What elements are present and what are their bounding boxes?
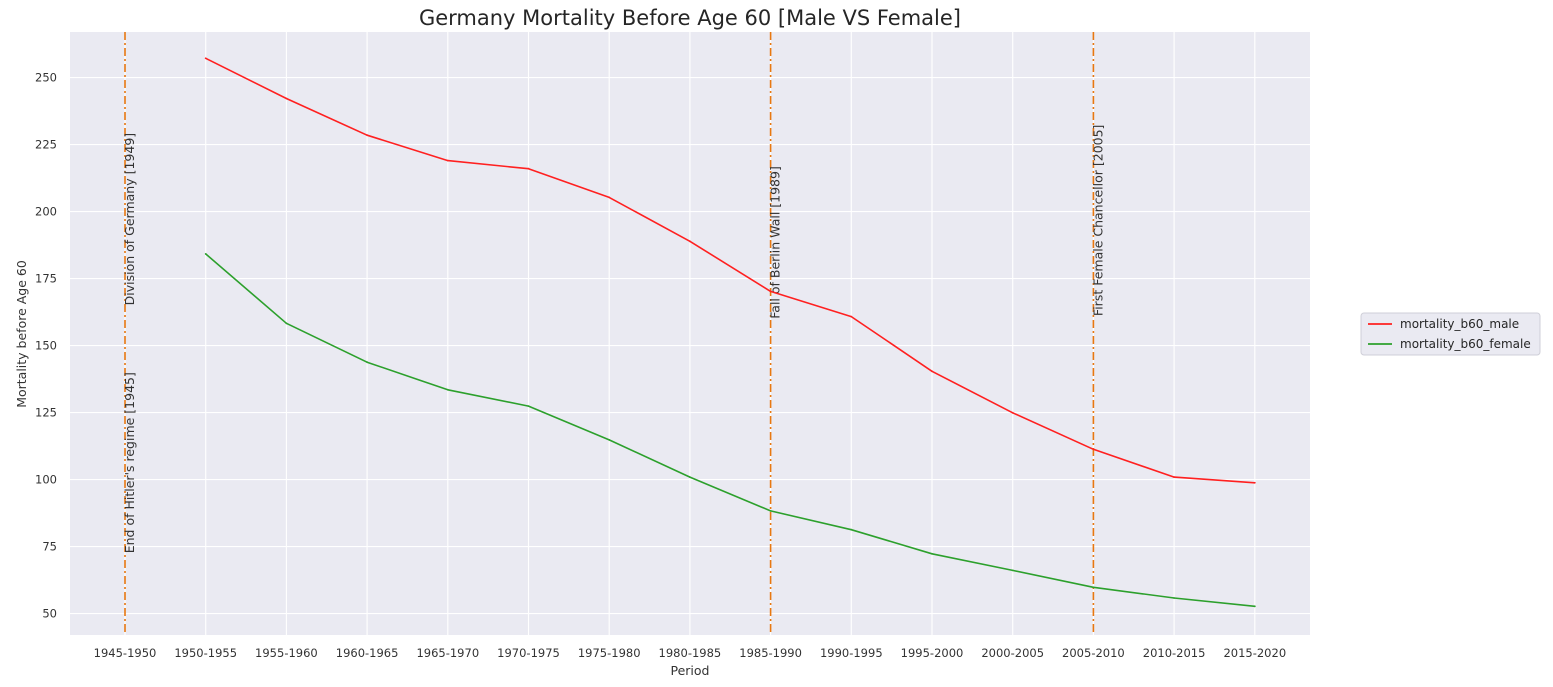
data-point <box>850 528 853 531</box>
data-point <box>931 370 933 373</box>
data-point <box>1253 605 1256 608</box>
data-point <box>1092 448 1095 451</box>
x-tick-label: 1965-1970 <box>416 646 479 660</box>
legend-label: mortality_b60_female <box>1400 337 1531 351</box>
legend-box <box>1360 312 1541 356</box>
data-point <box>446 388 449 391</box>
y-tick-label: 250 <box>35 71 57 85</box>
event-annotation: Division of Germany [1949] <box>122 133 137 306</box>
data-point <box>689 476 691 479</box>
series-line-mortality_b60_male <box>205 57 1255 484</box>
data-point <box>204 57 207 60</box>
data-point <box>1173 597 1175 599</box>
x-tick-label: 1955-1960 <box>255 646 318 660</box>
x-tick-label: 2015-2020 <box>1223 646 1286 660</box>
x-tick-label: 1975-1980 <box>578 646 641 660</box>
x-axis-label: Period <box>671 663 710 678</box>
x-tick-label: 2000-2005 <box>981 646 1044 660</box>
y-axis-ticks: 50 75 100 125 150 175 200 225 250 <box>35 71 57 621</box>
data-point <box>1011 569 1014 572</box>
data-point <box>366 134 368 137</box>
data-point <box>608 196 611 199</box>
legend: mortality_b60_male mortality_b60_female <box>1360 312 1541 356</box>
data-point <box>769 510 772 512</box>
x-tick-label: 1985-1990 <box>739 646 802 660</box>
data-point <box>1011 411 1014 414</box>
data-point <box>446 159 449 162</box>
x-tick-label: 1950-1955 <box>174 646 237 660</box>
y-axis-label: Mortality before Age 60 <box>14 260 29 408</box>
x-axis-ticks: 1945-1950 1950-1955 1955-1960 1960-1965 1965… <box>94 646 1286 660</box>
y-tick-label: 200 <box>35 205 57 219</box>
data-point <box>527 167 530 170</box>
data-point <box>366 361 368 364</box>
data-point <box>608 438 611 441</box>
data-point <box>285 97 288 100</box>
y-tick-label: 75 <box>42 540 57 554</box>
data-point <box>204 253 207 255</box>
data-point <box>285 322 288 325</box>
x-tick-label: 1990-1995 <box>820 646 883 660</box>
x-tick-label: 2010-2015 <box>1143 646 1206 660</box>
data-point <box>527 405 530 408</box>
data-point <box>1253 481 1256 484</box>
data-point <box>1092 586 1095 589</box>
y-tick-label: 125 <box>35 406 57 420</box>
x-tick-label: 1945-1950 <box>94 646 157 660</box>
y-tick-label: 150 <box>35 339 57 353</box>
x-tick-label: 1960-1965 <box>336 646 399 660</box>
x-tick-label: 1980-1985 <box>659 646 722 660</box>
data-point <box>769 290 772 293</box>
x-tick-label: 1970-1975 <box>497 646 560 660</box>
y-tick-label: 50 <box>42 607 57 621</box>
y-tick-label: 225 <box>35 138 57 152</box>
series-lines <box>204 57 1256 608</box>
chart-title: Germany Mortality Before Age 60 [Male VS… <box>419 6 961 30</box>
event-annotation: Fall of Berlin Wall [1989] <box>768 166 783 319</box>
event-annotation: First Female Chancellor [2005] <box>1090 125 1105 317</box>
data-point <box>1173 476 1175 479</box>
y-tick-label: 175 <box>35 272 57 286</box>
y-tick-label: 100 <box>35 473 57 487</box>
series-line-mortality_b60_female <box>205 253 1255 608</box>
x-tick-label: 2005-2010 <box>1062 646 1125 660</box>
data-point <box>931 552 933 555</box>
event-lines: End of Hitler's regime [1945] Division of… <box>122 32 1105 635</box>
x-tick-label: 1995-2000 <box>901 646 964 660</box>
data-point <box>689 240 691 243</box>
data-point <box>850 315 853 318</box>
legend-label: mortality_b60_male <box>1400 317 1519 331</box>
event-annotation: End of Hitler's regime [1945] <box>122 372 137 553</box>
